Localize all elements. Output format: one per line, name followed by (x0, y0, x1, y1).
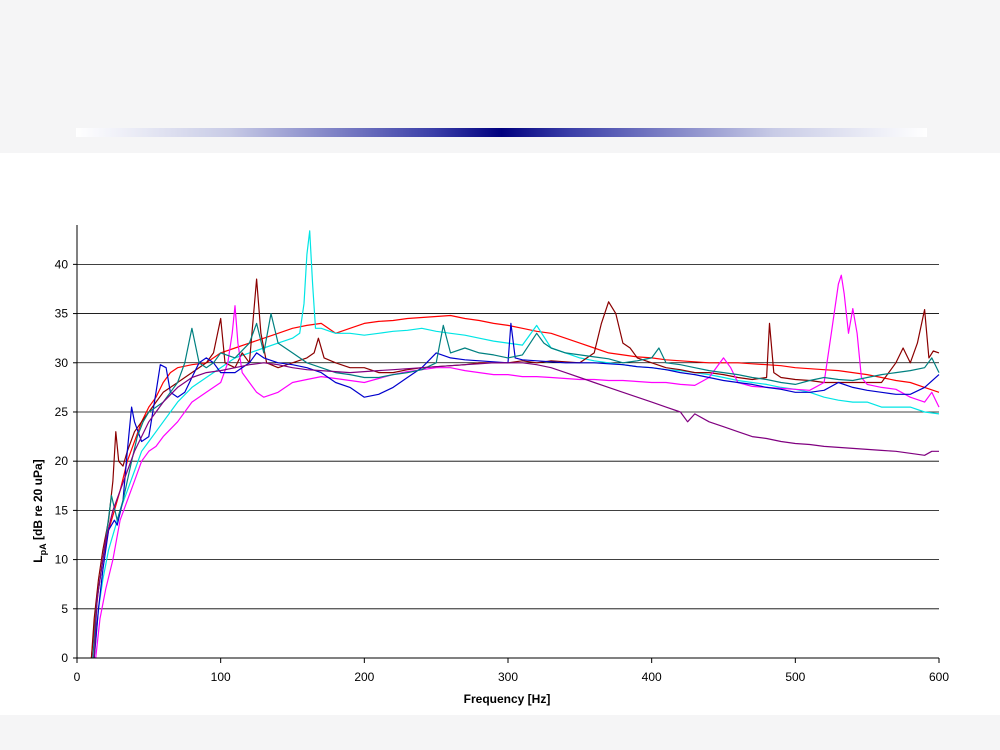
y-axis-title-rest: [dB re 20 uPa] (31, 459, 45, 543)
series-line-6 (92, 313, 940, 659)
slide-footer (0, 715, 1000, 750)
x-tick-label: 500 (785, 670, 805, 684)
x-tick-label: 100 (211, 670, 231, 684)
series-line-2 (93, 230, 940, 659)
y-tick-label: 30 (55, 356, 69, 370)
y-axis-title: LpA [dB re 20 uPa] (31, 459, 48, 562)
chart-panel: 0 5 10 15 20 25 30 35 40 0 100 200 300 400 500 600 Freq… (0, 153, 1000, 715)
y-tick-label: 40 (55, 257, 69, 271)
axes (76, 225, 939, 659)
x-tick-label: 200 (354, 670, 374, 684)
y-tick-label: 25 (55, 405, 69, 419)
header-gradient-rule (76, 128, 927, 137)
gridlines (77, 263, 939, 610)
y-axis-title-main: L (31, 555, 45, 562)
x-tick-label: 600 (929, 670, 949, 684)
series-line-4 (95, 274, 940, 659)
y-tick-label: 20 (55, 454, 69, 468)
x-tick-label: 400 (642, 670, 662, 684)
y-axis-title-subscript: pA (38, 543, 48, 555)
series-lines (90, 230, 940, 659)
series-line-1 (90, 314, 940, 659)
series-line-3 (90, 278, 940, 659)
x-tick-label: 300 (498, 670, 518, 684)
x-axis-title: Frequency [Hz] (464, 692, 551, 706)
y-tick-label: 0 (61, 651, 68, 665)
series-line-7 (93, 362, 939, 659)
y-tick-label: 10 (55, 553, 69, 567)
series-line-5 (93, 322, 940, 659)
slide-header (0, 0, 1000, 153)
x-tick-label: 0 (74, 670, 81, 684)
y-tick-label: 15 (55, 503, 69, 517)
y-tick-label: 5 (61, 602, 68, 616)
y-tick-label: 35 (55, 307, 69, 321)
